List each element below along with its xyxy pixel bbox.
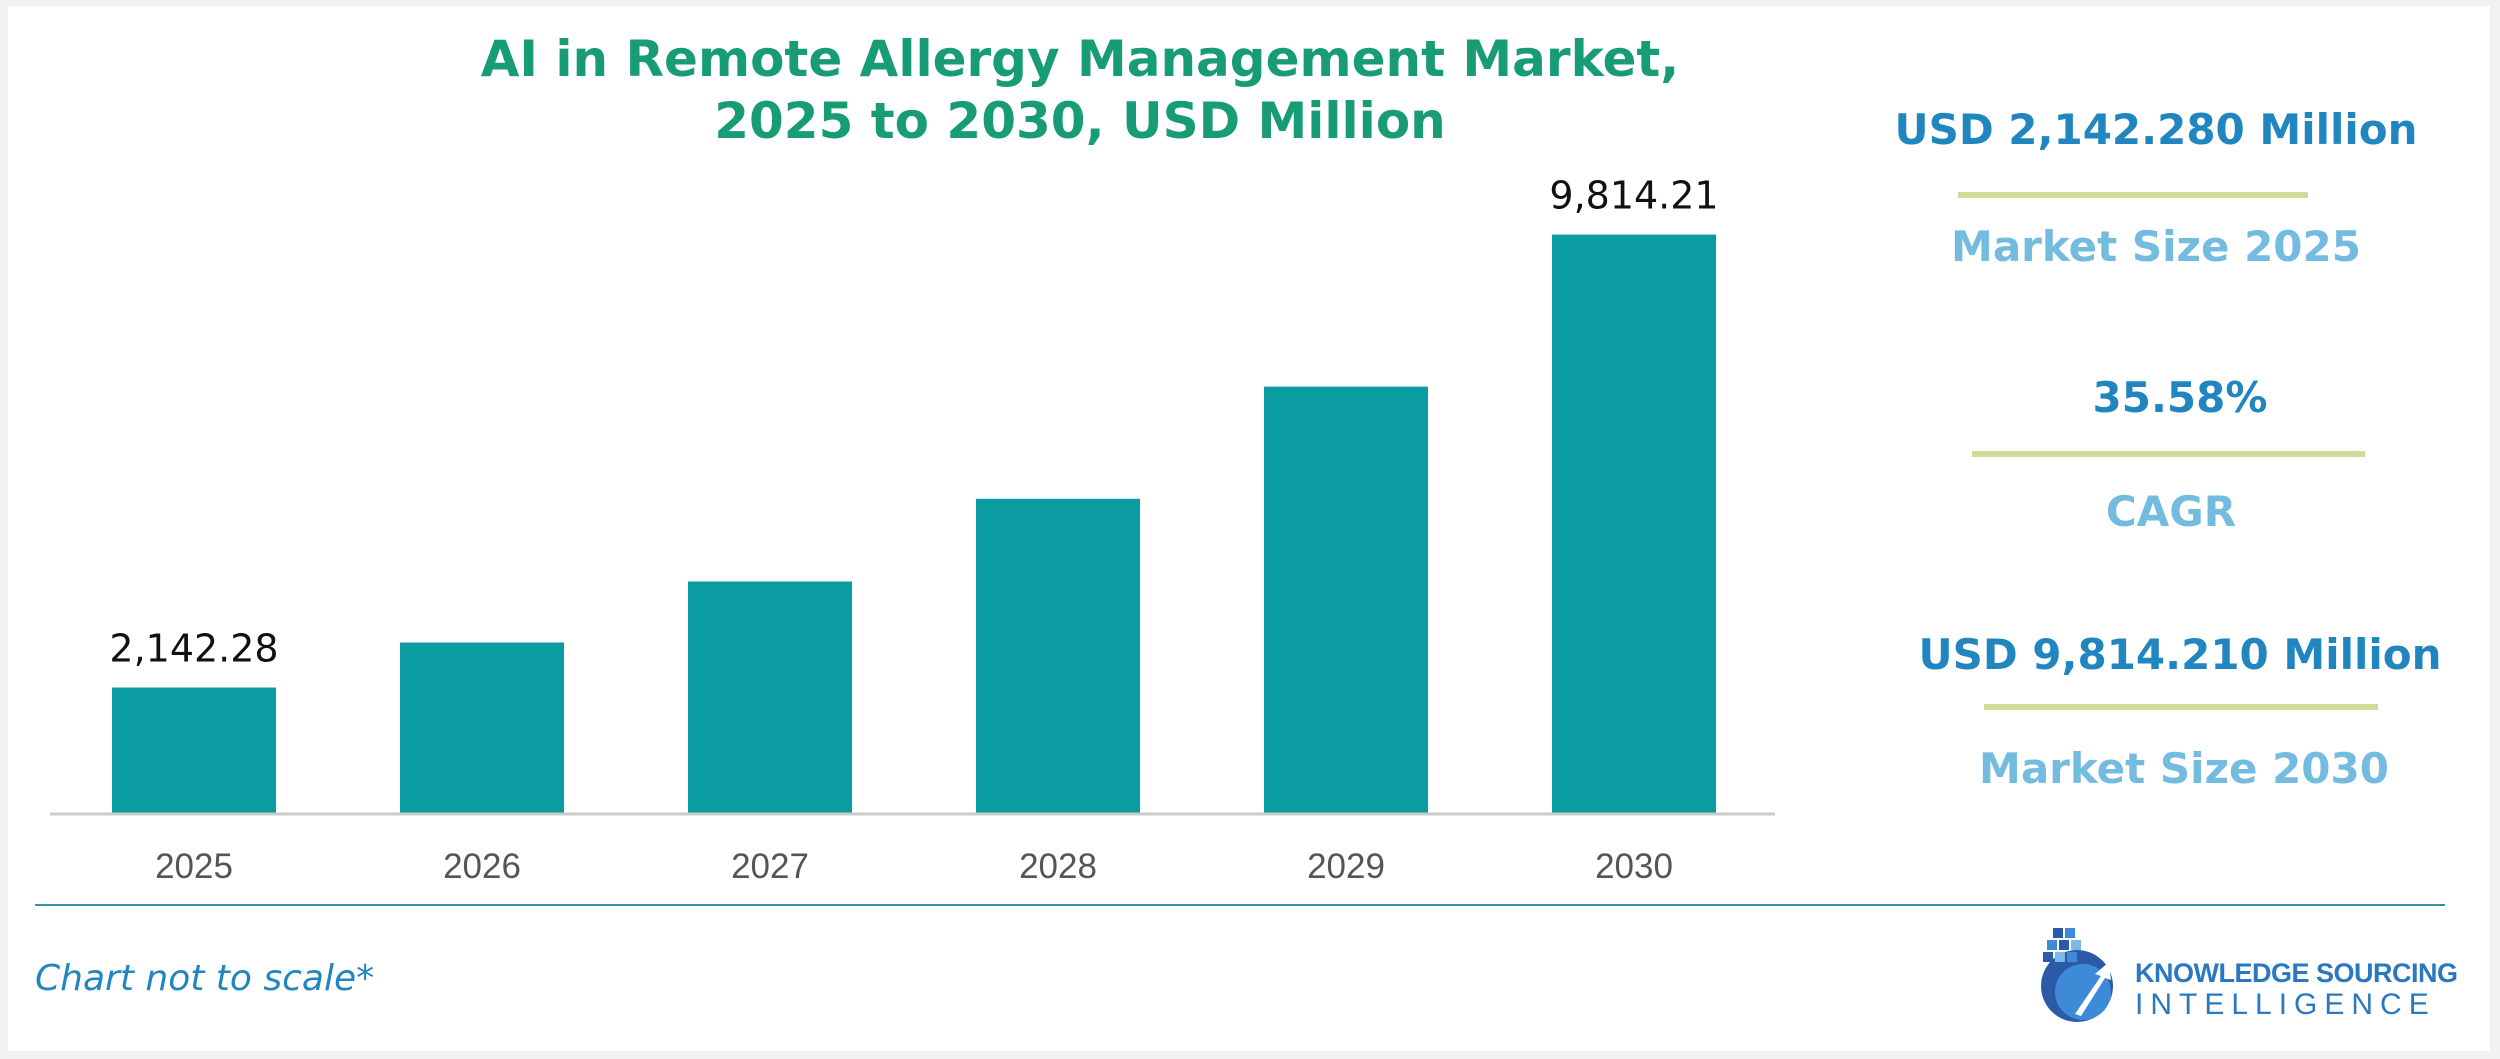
chart-card: [8, 6, 2490, 1051]
x-tick-label-2027: 2027: [731, 847, 809, 886]
bar-2026: [400, 642, 564, 814]
chart-title-line-1: AI in Remote Allergy Management Market,: [480, 30, 1680, 88]
footer-divider: [35, 904, 2445, 906]
bar-2030: [1552, 234, 1716, 815]
labels-layer: 2025 2,142.28 2026 2027 2028 2029 2030 9,814.21: [109, 174, 1718, 886]
x-tick-label-2026: 2026: [443, 847, 521, 886]
logo-icon: [2041, 928, 2113, 1022]
bar-2027: [688, 581, 852, 814]
bar-2025: [112, 687, 276, 814]
chart-title-line-2: 2025 to 2030, USD Million: [714, 92, 1446, 150]
x-tick-label-2030: 2030: [1595, 847, 1673, 886]
x-tick-label-2029: 2029: [1307, 847, 1385, 886]
bar-2028: [976, 498, 1140, 814]
bars-layer: [112, 234, 1716, 815]
chart-title: AI in Remote Allergy Management Market, …: [0, 28, 2160, 152]
logo-text-line-2: INTELLIGENCE: [2135, 988, 2436, 1021]
company-logo: KNOWLEDGE SOURCING INTELLIGENCE: [2035, 918, 2458, 1028]
footnote: Chart not to scale*: [35, 958, 375, 999]
logo-text-line-1: KNOWLEDGE SOURCING: [2135, 958, 2458, 988]
data-label-2025: 2,142.28: [109, 627, 278, 671]
bar-2029: [1264, 386, 1428, 814]
x-tick-label-2025: 2025: [155, 847, 233, 886]
x-tick-label-2028: 2028: [1019, 847, 1097, 886]
data-label-2030: 9,814.21: [1549, 174, 1718, 218]
